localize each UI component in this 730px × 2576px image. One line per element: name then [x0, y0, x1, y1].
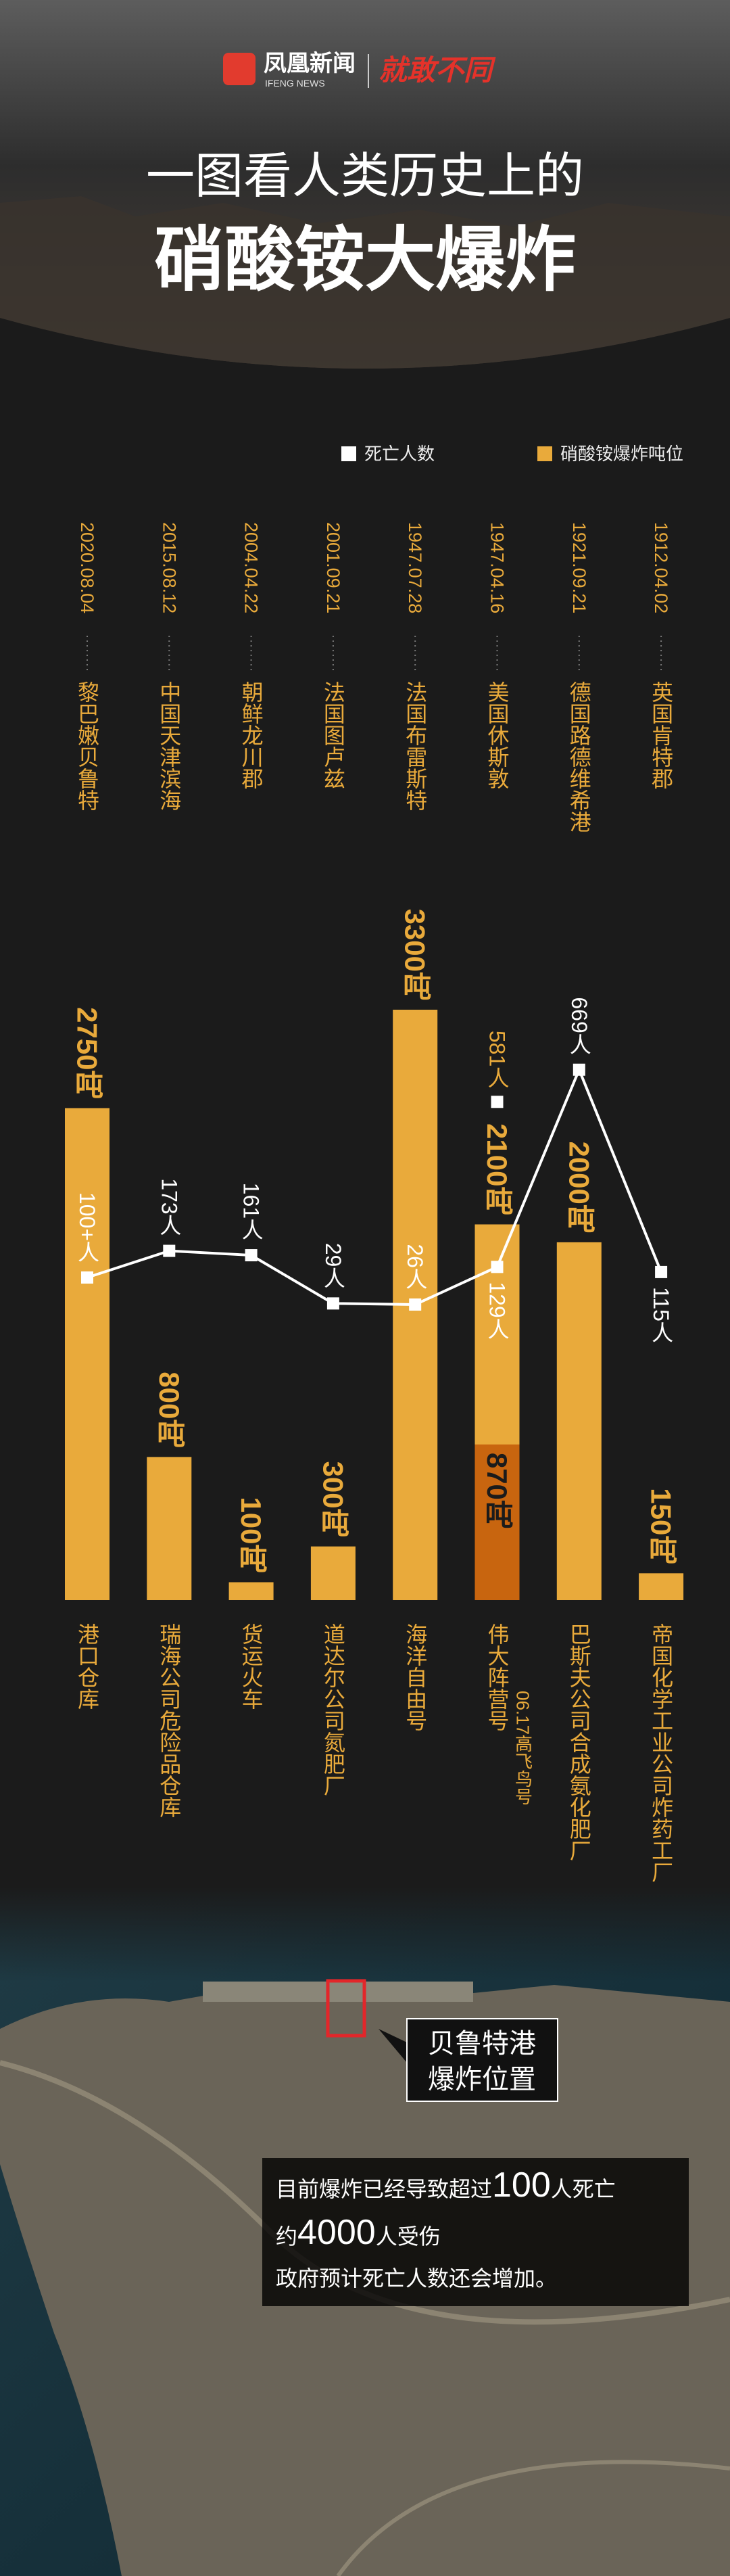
deaths-marker: [491, 1096, 504, 1108]
legend-label: 死亡人数: [364, 444, 435, 464]
note-box: [262, 2158, 689, 2306]
bar-value-label: 100吨: [235, 1497, 267, 1572]
deaths-point: [245, 1249, 258, 1262]
map: 贝鲁特港 爆炸位置 目前爆炸已经导致超过100人死亡 约4000人受伤 政府预计…: [0, 1887, 730, 2576]
marker-line2: 爆炸位置: [428, 2065, 536, 2094]
note-line2: 约4000人受伤: [276, 2213, 441, 2252]
note-number: 4000: [297, 2213, 376, 2252]
deaths-point: [326, 1297, 339, 1310]
note-text: 人死亡: [551, 2177, 616, 2201]
deaths-label: 669人: [567, 997, 591, 1054]
site-label: 巴斯夫公司合成氨化肥厂: [567, 1623, 591, 1861]
date-label: 1912.04.02: [651, 522, 671, 613]
bar: [310, 1546, 356, 1600]
site-label: 瑞海公司危险品仓库: [157, 1623, 181, 1818]
port: [203, 1982, 473, 2002]
deaths-label: 581人: [485, 1031, 510, 1088]
deaths-label: 115人: [649, 1287, 673, 1343]
bar: [65, 1108, 110, 1600]
deaths-point: [409, 1298, 422, 1311]
note-text: 人受伤: [376, 2224, 441, 2249]
deaths-label: 29人: [321, 1243, 345, 1289]
deaths-label: 161人: [239, 1183, 264, 1240]
location-label: 法国布雷斯特: [403, 681, 427, 811]
site-label: 货运火车: [239, 1623, 264, 1710]
brand: 凤凰新闻: [264, 51, 356, 76]
column-name: 就敢不同: [379, 54, 496, 86]
bar-value-label: 150吨: [646, 1488, 677, 1564]
note-line1: 目前爆炸已经导致超过100人死亡: [276, 2165, 616, 2205]
marker-box: [406, 2018, 558, 2102]
deaths-label: 129人: [485, 1282, 510, 1339]
note-text: 约: [276, 2224, 297, 2249]
site-note: 06.17高飞鸟号: [513, 1691, 533, 1805]
bar: [474, 1444, 520, 1600]
deaths-label: 26人: [403, 1244, 427, 1290]
pointer: [379, 2029, 407, 2063]
site-label: 伟大阵营号: [485, 1623, 510, 1731]
site-label: 港口仓库: [75, 1623, 99, 1710]
bar: [556, 1242, 602, 1600]
date-label: 2001.09.21: [323, 522, 343, 613]
brand-en: IFENG NEWS: [265, 78, 325, 89]
date-label: 2015.08.12: [159, 522, 179, 613]
map-fade: [0, 1887, 730, 1982]
deaths-label: 173人: [157, 1178, 181, 1236]
date-label: 1947.04.16: [487, 522, 508, 613]
bar-value-label: 870吨: [481, 1453, 513, 1528]
date-label: 1947.07.28: [405, 522, 425, 613]
brand-logo: [223, 53, 256, 85]
title-line1: 一图看人类历史上的: [146, 149, 584, 204]
deaths-point: [655, 1265, 668, 1278]
deaths-point: [81, 1271, 93, 1284]
legend-label: 硝酸铵爆炸吨位: [560, 444, 683, 464]
deaths-line: [87, 1066, 662, 1306]
location-label: 美国休斯敦: [485, 681, 510, 789]
location-label: 英国肯特郡: [649, 681, 673, 789]
bar-value-label: 2000吨: [563, 1141, 595, 1232]
note-number: 100: [492, 2165, 551, 2205]
note-text: 目前爆炸已经导致超过: [276, 2177, 492, 2201]
legend-swatch: [341, 446, 356, 461]
bar-value-label: 2750吨: [72, 1007, 103, 1098]
location-label: 德国路德维希港: [567, 681, 591, 833]
marker-line1: 贝鲁特港: [428, 2029, 536, 2059]
site-label: 道达尔公司氮肥厂: [321, 1623, 345, 1796]
deaths-label: 100+人: [75, 1192, 99, 1263]
deaths-point: [573, 1063, 585, 1076]
note-line3: 政府预计死亡人数还会增加。: [276, 2266, 557, 2291]
title-line2: 硝酸铵大爆炸: [154, 221, 576, 300]
road: [336, 2460, 730, 2576]
site-label: 海洋自由号: [403, 1623, 427, 1731]
location-label: 法国图卢兹: [321, 681, 345, 789]
bar: [228, 1582, 274, 1600]
bar: [147, 1457, 192, 1600]
bar-value-label: 2100吨: [481, 1123, 513, 1215]
header-ruins: [0, 196, 730, 369]
bar-value-label: 800吨: [153, 1372, 185, 1447]
deaths-point: [491, 1261, 504, 1273]
date-label: 2020.08.04: [77, 522, 97, 613]
deaths-point: [163, 1244, 176, 1257]
location-label: 黎巴嫩贝鲁特: [75, 681, 99, 811]
date-label: 1921.09.21: [569, 522, 589, 613]
legend-swatch: [537, 446, 552, 461]
bar-value-label: 300吨: [317, 1461, 349, 1537]
site-label: 帝国化学工业公司炸药工厂: [649, 1623, 673, 1883]
location-label: 中国天津滨海: [157, 681, 181, 811]
blast-site: [326, 1979, 366, 2038]
date-label: 2004.04.22: [241, 522, 262, 613]
bar-value-label: 3300吨: [399, 909, 431, 1000]
location-label: 朝鲜龙川郡: [239, 681, 264, 789]
bar: [639, 1573, 684, 1600]
